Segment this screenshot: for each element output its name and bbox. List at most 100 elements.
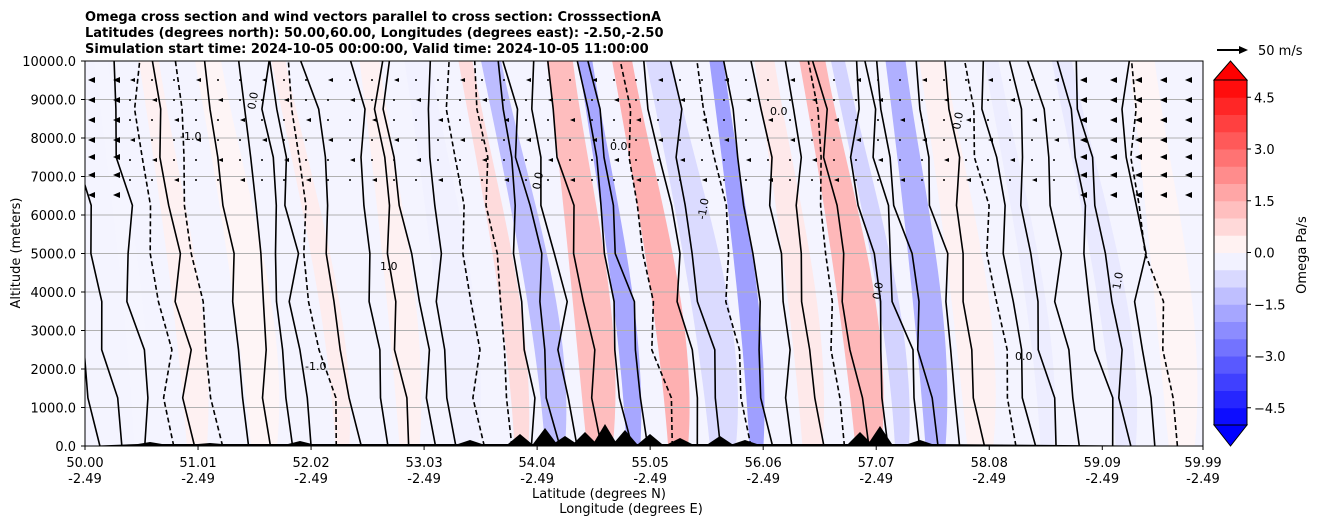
wind-vector [151,119,153,121]
contour-line [587,61,649,446]
y-tick-label: 5000.0 [31,248,77,263]
wind-vector [415,119,417,121]
contour-line [85,182,123,446]
colorbar-segment [1214,356,1247,374]
wind-vector [394,78,399,82]
contour-line [944,61,986,446]
wind-vector [899,159,901,161]
contour-line [269,61,312,446]
wind-vector [943,139,945,141]
wind-vector [113,97,120,103]
chart-title-line-2: Latitudes (degrees north): 50.00,60.00, … [85,26,664,41]
wind-vector [350,158,355,162]
wind-vectors [88,77,1192,198]
wind-vector [350,98,355,102]
wind-vector [834,118,839,122]
contour-line [784,61,825,446]
y-tick-label: 0.0 [55,440,76,455]
colorbar-segment [1214,287,1247,305]
wind-vector [525,179,527,181]
wind-vector [129,159,131,161]
contour-line [981,61,1037,446]
wind-vector [1080,77,1087,83]
wind-vector [1185,117,1192,123]
wind-vector [921,159,923,161]
wind-vector [1160,97,1167,103]
colorbar-segment [1214,114,1247,133]
wind-vector [988,138,993,142]
wind-vector [833,159,835,161]
wind-vector [790,78,795,82]
y-tick-label: 9000.0 [31,94,77,109]
wind-vector [1185,192,1192,198]
wind-vector [113,117,120,123]
wind-vector [1080,154,1087,160]
x-tick-lon: -2.49 [746,472,780,487]
wind-vector [217,119,219,121]
y-tick-label: 7000.0 [31,171,77,186]
contour-line [299,61,363,446]
wind-vector [503,139,505,141]
wind-vector [1010,158,1015,162]
wind-vector [1031,79,1033,81]
wind-vector [878,98,883,102]
wind-vector [261,119,263,121]
x-tick-lon: -2.49 [1085,472,1119,487]
wind-vector [1135,77,1142,83]
wind-vector [746,98,751,102]
wind-vector [372,178,377,182]
wind-vector [415,79,417,81]
wind-vector [591,179,593,181]
wind-vector [437,159,439,161]
wind-vector [261,99,263,101]
wind-vector [173,79,175,81]
wind-vector [1135,192,1142,198]
contour-label: -1.0 [180,130,201,143]
colorbar-segment [1214,304,1247,322]
wind-vector [767,99,769,101]
wind-vector [88,77,95,83]
wind-vector [657,99,659,101]
wind-vector [113,154,120,160]
contour-line [643,61,699,446]
wind-vector [1054,138,1059,142]
contour-label: -1.0 [305,360,326,373]
wind-vector [88,172,95,178]
wind-vector [987,119,989,121]
wind-vector [261,179,263,181]
omega-contours: -1.0 0.0 1.0 0.0 0.0 -1.0 0.0 0.0 0.0 1.0 -1.0 0.0 [85,61,1179,446]
contour-label: -1.0 [695,197,712,220]
wind-vector [592,138,597,142]
wind-vector [113,77,120,83]
wind-vector [305,79,307,81]
wind-vector [856,78,861,82]
wind-vector [921,119,923,121]
contour-line [864,61,921,446]
wind-vector [306,178,311,182]
wind-vector [1110,117,1117,123]
wind-vector [987,99,989,101]
contour-label: 0.0 [870,281,886,300]
colorbar-tick-label: 4.5 [1254,91,1275,106]
x-tick-lon: -2.49 [520,472,554,487]
wind-vector [723,179,725,181]
wind-vector [943,179,945,181]
quiver-key-arrow-head [1239,46,1248,54]
wind-vector [1009,179,1011,181]
wind-vector [548,98,553,102]
wind-vector [438,118,443,122]
contour-line [174,61,224,446]
wind-vector [1110,154,1117,160]
wind-vector [877,179,879,181]
wind-vector [921,99,923,101]
wind-vector [152,98,157,102]
wind-vector [151,139,153,141]
wind-vector [283,179,285,181]
wind-vector [547,119,549,121]
wind-vector [218,158,223,162]
wind-vector [723,159,725,161]
y-tick-label: 8000.0 [31,132,77,147]
wind-vector [525,99,527,101]
colorbar-tick-label: 3.0 [1254,143,1275,158]
wind-vector [811,119,813,121]
